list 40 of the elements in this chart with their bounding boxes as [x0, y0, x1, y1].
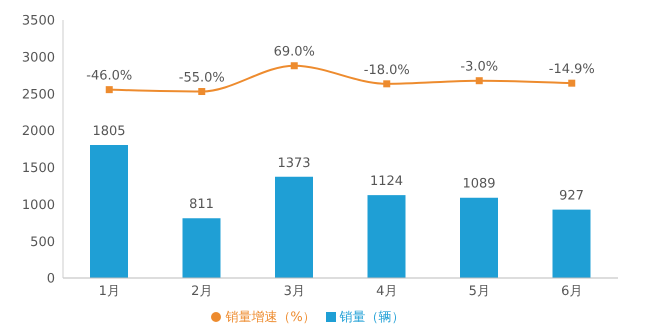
- point: [106, 86, 113, 94]
- bar: [275, 176, 313, 278]
- data-label: 1805: [92, 124, 126, 139]
- data-label: -55.0%: [178, 70, 225, 86]
- legend-label: 销量增速（%）: [225, 310, 316, 325]
- point: [290, 62, 298, 70]
- data-label: -46.0%: [86, 68, 132, 84]
- bar: [182, 218, 220, 278]
- data-label: -3.0%: [460, 60, 498, 75]
- x-tick-label: 5月: [468, 284, 490, 300]
- x-tick-label: 1月: [98, 284, 120, 300]
- y-tick-label: 3000: [22, 50, 55, 66]
- data-label: 1373: [277, 156, 311, 171]
- point: [476, 77, 483, 84]
- x-tick-label: 2月: [191, 284, 212, 300]
- data-label: -14.9%: [548, 62, 595, 78]
- data-label: -18.0%: [364, 62, 410, 78]
- bar: [552, 210, 590, 278]
- data-label: 1089: [462, 176, 496, 192]
- x-tick-label: 4月: [376, 284, 398, 300]
- data-label: 69.0%: [274, 44, 315, 60]
- x-tick-label: 3月: [284, 284, 305, 300]
- bar: [460, 198, 498, 278]
- data-label: 1124: [370, 174, 404, 190]
- x-tick-label: 6月: [561, 284, 582, 300]
- y-tick-label: 0: [46, 272, 55, 287]
- data-label: 927: [559, 188, 584, 204]
- bar: [90, 144, 128, 278]
- y-tick-label: 1500: [22, 161, 55, 176]
- point: [383, 80, 390, 88]
- y-tick-label: 2500: [22, 87, 55, 102]
- point: [568, 80, 576, 87]
- data-label: 811: [189, 197, 214, 212]
- point: [198, 88, 206, 96]
- legend-label: 销量（辆）: [340, 310, 405, 325]
- y-tick-label: 500: [30, 234, 55, 250]
- y-tick-label: 3500: [22, 14, 55, 29]
- y-tick-label: 2000: [22, 124, 55, 140]
- bar: [368, 195, 406, 278]
- y-tick-label: 1000: [22, 198, 55, 213]
